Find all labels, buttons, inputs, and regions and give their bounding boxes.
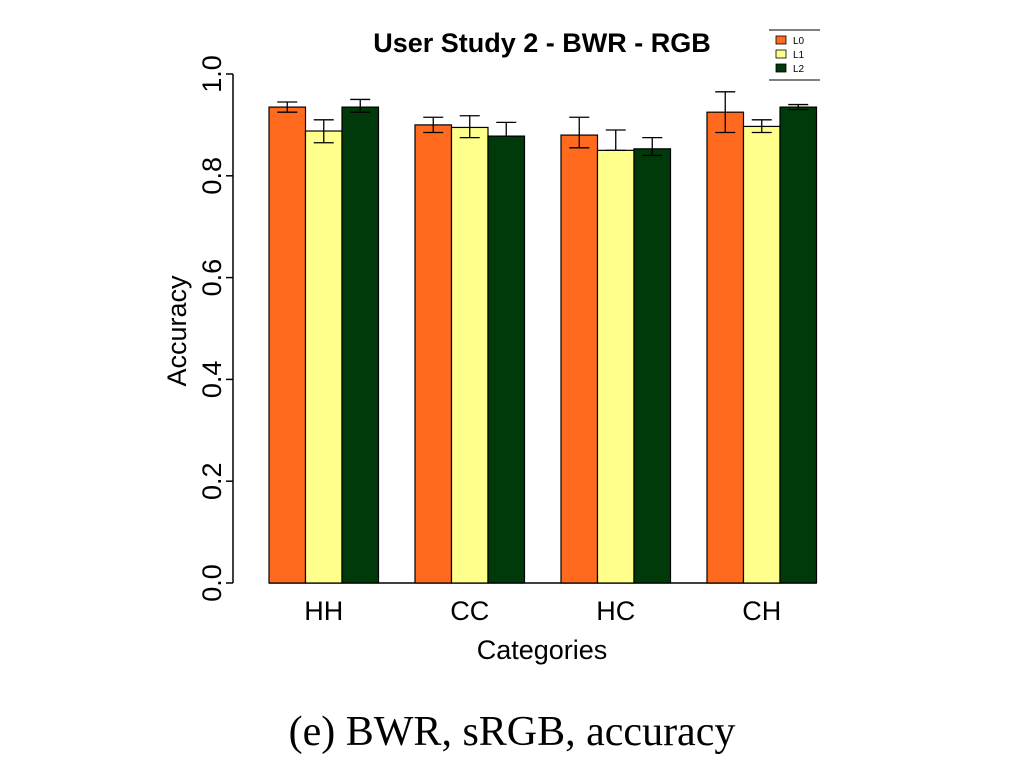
x-tick-label-CC: CC [450, 596, 489, 626]
bar-L2-CC [487, 135, 526, 584]
error-bar-L2-CH [788, 103, 809, 111]
error-bar-L2-CC [496, 121, 517, 137]
x-axis-title: Categories [477, 635, 608, 665]
legend: L0 L1 L2 [769, 29, 820, 81]
y-tick-label: 0.8 [197, 157, 227, 195]
bar-L1-HH [304, 130, 343, 584]
bar-L2-HC [633, 148, 672, 584]
bar-L2-HH [341, 106, 380, 584]
y-tick-label: 0.4 [197, 361, 227, 399]
bar-L1-HC [596, 149, 635, 584]
legend-swatch-L1 [775, 49, 787, 59]
error-bar-L2-HC [642, 136, 663, 157]
legend-swatch-L0 [775, 35, 787, 45]
y-axis-title: Accuracy [162, 275, 192, 387]
x-tick-label-HC: HC [596, 596, 635, 626]
error-bar-L1-HH [313, 119, 334, 144]
bar-L0-HC [560, 134, 599, 584]
x-tick-label-CH: CH [742, 596, 781, 626]
legend-swatch-L2 [775, 63, 787, 73]
error-bar-L0-HH [277, 101, 298, 113]
y-tick-label: 0.2 [197, 462, 227, 500]
error-bar-L2-HH [350, 98, 371, 113]
error-bar-L0-CH [715, 91, 736, 134]
legend-label-L1: L1 [793, 50, 805, 61]
error-bar-L0-CC [423, 116, 444, 134]
legend-label-L0: L0 [793, 36, 805, 47]
error-bar-L1-CH [751, 119, 772, 134]
bar-L0-CC [414, 124, 453, 584]
legend-label-L2: L2 [793, 64, 805, 75]
plot-area: 0.0 0.2 0.4 0.6 0.8 1.0 HH CC HC CH [197, 55, 818, 626]
bar-L0-HH [268, 106, 307, 584]
x-tick-label-HH: HH [304, 596, 343, 626]
error-bar-L1-CC [459, 115, 480, 139]
y-tick-label: 0.6 [197, 259, 227, 297]
chart-title: User Study 2 - BWR - RGB [373, 28, 711, 58]
bar-L1-CC [450, 126, 489, 584]
error-bar-L1-HC [605, 129, 626, 152]
error-bar-L0-HC [569, 116, 590, 149]
y-tick-label: 0.0 [197, 564, 227, 602]
figure-caption: (e) BWR, sRGB, accuracy [288, 709, 736, 755]
bar-L0-CH [706, 111, 745, 584]
y-tick-label: 1.0 [197, 55, 227, 93]
bar-L1-CH [742, 125, 781, 584]
chart: User Study 2 - BWR - RGB Accuracy Catego… [162, 28, 820, 665]
bar-L2-CH [779, 106, 818, 584]
